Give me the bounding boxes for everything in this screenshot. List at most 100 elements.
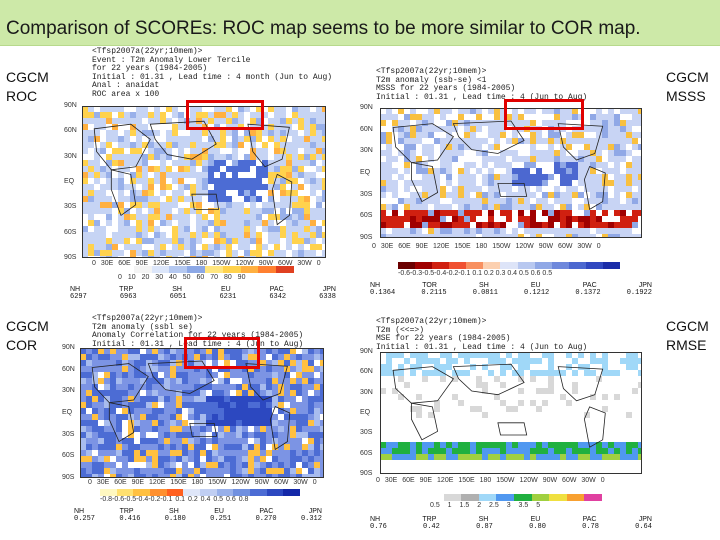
colorbar-swatch	[602, 262, 621, 269]
stat-name: EU	[530, 516, 541, 523]
roc-map	[82, 106, 326, 258]
stat-name: JPN	[638, 282, 652, 289]
stat-value: 0.1212	[524, 289, 550, 297]
stat-value: 6231	[219, 293, 237, 301]
colorbar-swatch	[116, 266, 134, 273]
lat-label: 60N	[360, 368, 373, 376]
stat-name: PAC	[269, 286, 284, 293]
colorbar-swatch	[478, 494, 497, 501]
stat-name: EU	[214, 508, 224, 515]
lat-label: EQ	[360, 169, 371, 176]
colorbar-swatch	[466, 262, 484, 269]
stat-value: 0.76	[370, 523, 387, 531]
colorbar-swatch	[250, 489, 267, 496]
stat-value: 0.78	[582, 523, 599, 531]
lat-label: 30N	[360, 147, 373, 155]
slide-title: Comparison of SCOREs: ROC map seems to b…	[6, 18, 641, 39]
stat-name: SH	[169, 508, 179, 515]
stat-value: 6963	[119, 293, 137, 301]
stat-name: SH	[479, 282, 489, 289]
stat-name: SH	[172, 286, 182, 293]
stat-name: SH	[478, 516, 489, 523]
cor-map	[80, 348, 324, 478]
roc-colorbar-ticks: 0 10 20 30 40 50 60 70 80 90	[118, 274, 246, 281]
lat-label: 90N	[360, 104, 373, 111]
stat-name: NH	[70, 286, 81, 293]
colorbar-swatch	[415, 262, 433, 269]
lat-label: 60N	[64, 127, 77, 135]
highlight-box-msss	[504, 99, 584, 130]
msss-header: <Tfsp2007a(22yr;10mem)> T2m anomaly (ssb…	[376, 67, 588, 102]
colorbar-swatch	[398, 262, 416, 269]
stat-value: 0.1364	[370, 289, 396, 297]
stat-value: 0.2115	[421, 289, 447, 297]
stat-value: 0.180	[164, 515, 186, 523]
lat-label: 60N	[62, 365, 75, 373]
msss-map	[380, 108, 642, 238]
colorbar-swatch	[513, 494, 532, 501]
colorbar-swatch	[200, 489, 217, 496]
stat-value: 0.64	[635, 523, 652, 531]
msss-stats: NH TOR SH EU PAC JPN 0.1364 0.2115 0.0811 0.1212 0…	[370, 282, 652, 297]
highlight-box-roc	[186, 100, 264, 130]
cor-lon-labels: 0 30E 60E 90E 120E 150E 180 150W 120W 90…	[88, 479, 317, 486]
colorbar-swatch	[584, 494, 602, 501]
stat-name: NH	[370, 516, 381, 523]
roc-colorbar	[116, 266, 294, 273]
colorbar-swatch	[116, 489, 134, 496]
stat-value: 6051	[169, 293, 187, 301]
colorbar-swatch	[133, 489, 151, 496]
lat-label: 30N	[62, 387, 75, 395]
cor-header: <Tfsp2007a(22yr;10mem)> T2m anomaly (ssb…	[92, 314, 304, 349]
rmse-lon-labels: 0 30E 60E 90E 120E 150E 180 150W 120W 90…	[376, 477, 605, 484]
cor-colorbar	[100, 489, 301, 496]
cor-colorbar-ticks: -0.8-0.6-0.5-0.4-0.2-0.1 0.1 0.2 0.4 0.5…	[100, 496, 249, 503]
roc-lon-labels: 0 30E 60E 90E 120E 150E 180 150W 120W 90…	[92, 260, 321, 267]
colorbar-swatch	[534, 262, 552, 269]
colorbar-swatch	[222, 266, 241, 273]
stat-name: JPN	[308, 508, 322, 515]
lat-label: 60N	[360, 125, 373, 133]
stat-value: 6342	[269, 293, 287, 301]
colorbar-swatch	[443, 494, 462, 501]
lat-label: 90S	[62, 474, 75, 481]
stat-value: 0.80	[529, 523, 546, 531]
colorbar-swatch	[187, 266, 205, 273]
lat-label: 60S	[64, 228, 77, 236]
stat-value: 0.1372	[575, 289, 601, 297]
stat-name: TRP	[119, 286, 134, 293]
colorbar-swatch	[151, 266, 170, 273]
lat-label: 90N	[360, 348, 373, 355]
stat-value: 0.87	[476, 523, 493, 531]
stat-value: 6338	[319, 293, 336, 301]
colorbar-swatch	[183, 489, 201, 496]
colorbar-swatch	[204, 266, 223, 273]
stat-value: 0.42	[423, 523, 440, 531]
lat-label: 60S	[62, 452, 75, 460]
lat-label: 90S	[64, 254, 77, 261]
colorbar-swatch	[551, 262, 569, 269]
lat-label: 30N	[360, 388, 373, 396]
stat-name: JPN	[322, 286, 336, 293]
colorbar-swatch	[100, 489, 117, 496]
lat-label: 30S	[64, 203, 77, 211]
colorbar-swatch	[566, 494, 585, 501]
label-msss: CGCM MSSS	[666, 69, 709, 104]
stat-value: 0.0811	[472, 289, 498, 297]
label-cor: CGCM COR	[6, 318, 49, 353]
stat-name: NH	[370, 282, 381, 289]
lat-label: 90S	[360, 234, 373, 241]
rmse-header: <Tfsp2007a(22yr;10mem)> T2m (<<=>) MSE f…	[376, 317, 588, 352]
colorbar-swatch	[549, 494, 567, 501]
colorbar-swatch	[266, 489, 284, 496]
label-rmse: CGCM RMSE	[666, 318, 709, 353]
colorbar-swatch	[432, 262, 450, 269]
msss-lon-labels: 0 30E 60E 90E 120E 150E 180 150W 120W 90…	[372, 243, 601, 250]
colorbar-swatch	[426, 494, 444, 501]
stat-name: JPN	[638, 516, 652, 523]
colorbar-swatch	[283, 489, 301, 496]
colorbar-swatch	[531, 494, 550, 501]
lat-label: 60S	[360, 449, 373, 457]
colorbar-swatch	[133, 266, 152, 273]
colorbar-swatch	[240, 266, 259, 273]
